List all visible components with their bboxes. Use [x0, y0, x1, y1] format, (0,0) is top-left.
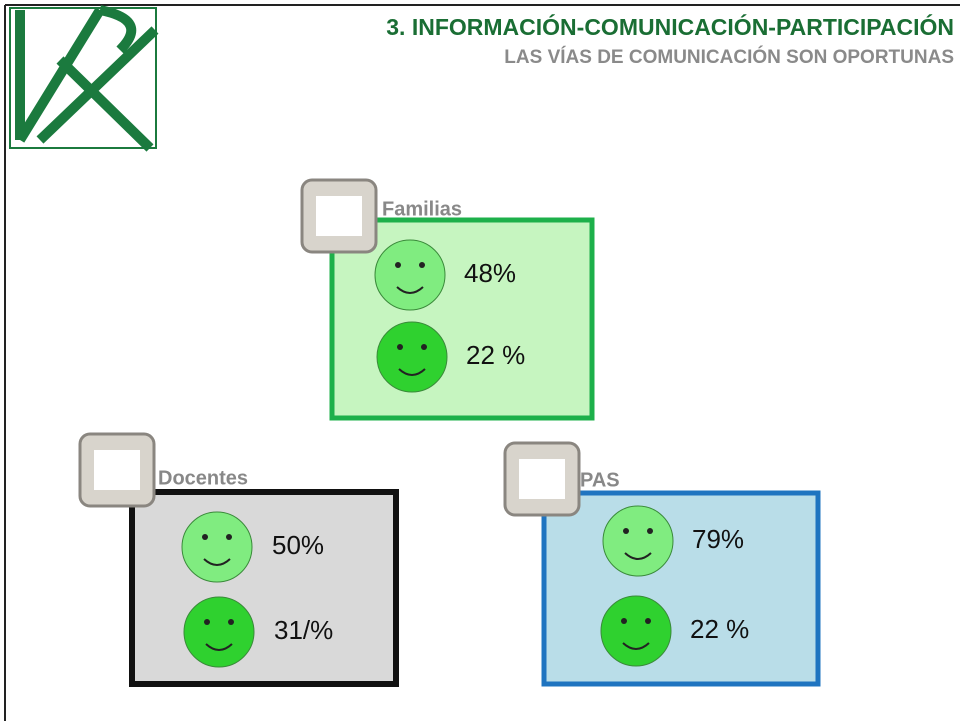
group-label: Docentes	[158, 467, 248, 489]
smiley-eye	[204, 619, 210, 625]
group-label: Familias	[382, 198, 462, 220]
item-value: 22 %	[690, 614, 749, 644]
smiley-eye	[395, 262, 401, 268]
group-box	[129, 489, 399, 687]
smiley-eye	[621, 618, 627, 624]
smiley-eye	[397, 344, 403, 350]
smiley-eye	[226, 534, 232, 540]
subtitle: LAS VÍAS DE COMUNICACIÓN SON OPORTUNAS	[504, 46, 954, 68]
icon-inner	[519, 459, 565, 499]
smiley-face	[602, 505, 674, 577]
smiley	[600, 595, 672, 667]
group-label: PAS	[580, 469, 620, 491]
item-value: 50%	[272, 530, 324, 560]
smiley	[181, 511, 253, 583]
smiley	[183, 596, 255, 668]
smiley-face	[376, 321, 448, 393]
group-box	[329, 217, 595, 421]
smiley	[374, 239, 446, 311]
smiley-eye	[202, 534, 208, 540]
group-icon	[300, 178, 378, 254]
icon-inner	[316, 196, 362, 236]
item-value: 48%	[464, 258, 516, 288]
item-value: 79%	[692, 524, 744, 554]
smiley-face	[181, 511, 253, 583]
smiley-mouth	[622, 642, 650, 650]
group-icon	[78, 432, 156, 508]
group-icon	[503, 441, 581, 517]
smiley-eye	[228, 619, 234, 625]
smiley-mouth	[396, 286, 424, 294]
smiley-face	[374, 239, 446, 311]
item-value: 31/%	[274, 615, 333, 645]
smiley-mouth	[203, 558, 231, 566]
item-value: 22 %	[466, 340, 525, 370]
logo	[9, 5, 159, 152]
smiley-mouth	[205, 643, 233, 651]
group-box	[541, 490, 821, 687]
smiley-eye	[647, 528, 653, 534]
title: 3. INFORMACIÓN-COMUNICACIÓN-PARTICIPACIÓ…	[386, 13, 954, 40]
smiley-eye	[419, 262, 425, 268]
smiley-eye	[645, 618, 651, 624]
smiley-eye	[623, 528, 629, 534]
smiley-eye	[421, 344, 427, 350]
smiley	[602, 505, 674, 577]
smiley	[376, 321, 448, 393]
smiley-face	[183, 596, 255, 668]
smiley-face	[600, 595, 672, 667]
smiley-mouth	[398, 368, 426, 376]
icon-inner	[94, 450, 140, 490]
smiley-mouth	[624, 552, 652, 560]
